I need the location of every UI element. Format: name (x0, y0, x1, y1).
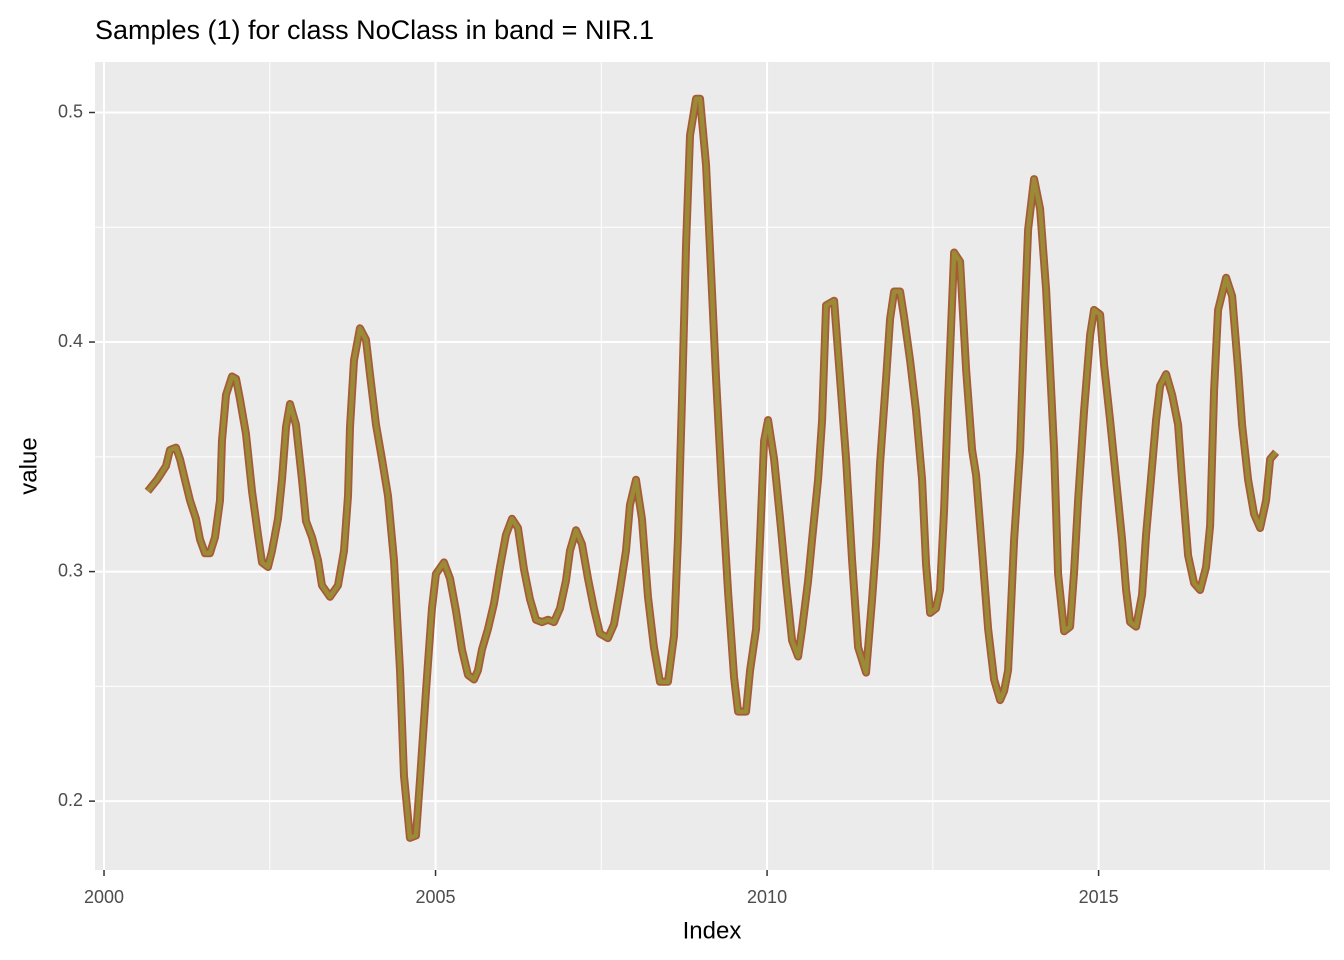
y-tick-label: 0.3 (58, 560, 83, 580)
y-tick-label: 0.5 (58, 101, 83, 121)
line (146, 96, 1278, 841)
chart-title: Samples (1) for class NoClass in band = … (95, 15, 654, 45)
x-tick-label: 2000 (84, 887, 124, 907)
x-tick-label: 2010 (747, 887, 787, 907)
y-tick-label: 0.2 (58, 790, 83, 810)
x-tick-label: 2005 (416, 887, 456, 907)
x-tick-label: 2015 (1079, 887, 1119, 907)
x-axis-label: Index (683, 917, 742, 944)
y-tick-label: 0.4 (58, 331, 83, 351)
y-axis-label: value (15, 437, 42, 494)
